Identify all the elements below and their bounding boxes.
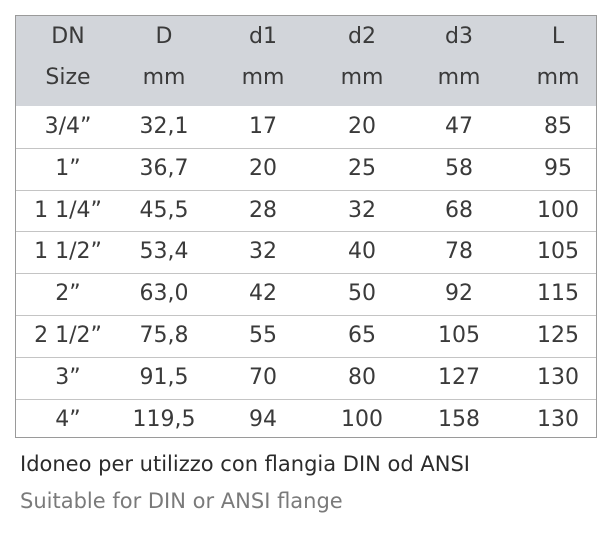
- table-cell: 105: [537, 239, 579, 265]
- row-divider: [16, 315, 596, 316]
- table-cell: 130: [537, 364, 579, 390]
- table-cell: 92: [445, 281, 473, 307]
- row-divider: [16, 189, 596, 191]
- table-cell: 95: [544, 155, 572, 181]
- row-divider: [16, 356, 596, 358]
- table-cell: 58: [445, 155, 473, 181]
- table-cell: 2 1/2”: [34, 323, 102, 348]
- header-cell: d2: [348, 24, 376, 49]
- table-cell: 45,5: [139, 197, 189, 223]
- header-cell: d1: [249, 24, 277, 49]
- table-cell: 100: [537, 197, 579, 223]
- table-cell: 158: [438, 406, 480, 432]
- header-cell: mm: [536, 65, 580, 90]
- row-divider: [16, 231, 596, 233]
- table-cell: 80: [348, 364, 376, 390]
- table-cell: 25: [348, 155, 376, 181]
- table-cell: 32: [249, 239, 277, 265]
- table-header: [16, 16, 596, 106]
- table-cell: 94: [249, 406, 277, 432]
- table-cell: 119,5: [132, 406, 196, 432]
- table-cell: 20: [348, 114, 376, 139]
- footer-english: Suitable for DIN or ANSI flange: [20, 489, 343, 513]
- table-cell: 1 1/2”: [34, 239, 102, 265]
- table-cell: 78: [445, 239, 473, 265]
- table-cell: 75,8: [139, 323, 189, 348]
- footer-italian: Idoneo per utilizzo con flangia DIN od A…: [20, 452, 470, 476]
- header-cell: mm: [241, 65, 285, 90]
- table-cell: 53,4: [139, 239, 189, 265]
- table-cell: 28: [249, 197, 277, 223]
- table-cell: 36,7: [139, 155, 189, 181]
- table-cell: 50: [348, 281, 376, 307]
- table-cell: 20: [249, 155, 277, 181]
- table-cell: 91,5: [139, 364, 189, 390]
- table-cell: 105: [438, 323, 480, 348]
- table-cell: 1”: [55, 155, 81, 181]
- table-cell: 32: [348, 197, 376, 223]
- table-cell: 68: [445, 197, 473, 223]
- row-divider: [16, 398, 596, 400]
- table-cell: 32,1: [139, 114, 189, 139]
- header-cell: DN: [51, 24, 85, 49]
- table-cell: 85: [544, 114, 572, 139]
- table-cell: 70: [249, 364, 277, 390]
- table-cell: 125: [537, 323, 579, 348]
- table-cell: 63,0: [139, 281, 189, 307]
- header-cell: L: [551, 24, 565, 49]
- row-divider: [16, 147, 596, 149]
- header-cell: mm: [340, 65, 384, 90]
- table-cell: 100: [341, 406, 383, 432]
- row-divider: [16, 273, 596, 275]
- header-cell: d3: [445, 24, 473, 49]
- header-cell: Size: [45, 65, 91, 90]
- table-cell: 47: [445, 114, 473, 139]
- table-cell: 2”: [55, 281, 81, 307]
- table-cell: 115: [537, 281, 579, 307]
- table-cell: 42: [249, 281, 277, 307]
- header-cell: D: [155, 24, 173, 49]
- table-cell: 127: [438, 364, 480, 390]
- table-cell: 3”: [55, 364, 81, 390]
- table-cell: 130: [537, 406, 579, 432]
- header-cell: mm: [437, 65, 481, 90]
- table-cell: 3/4”: [44, 114, 92, 139]
- table-cell: 4”: [55, 406, 81, 432]
- header-cell: mm: [142, 65, 186, 90]
- table-cell: 55: [249, 323, 277, 348]
- table-cell: 40: [348, 239, 376, 265]
- table-cell: 17: [249, 114, 277, 139]
- table-cell: 65: [348, 323, 376, 348]
- table-cell: 1 1/4”: [34, 197, 102, 223]
